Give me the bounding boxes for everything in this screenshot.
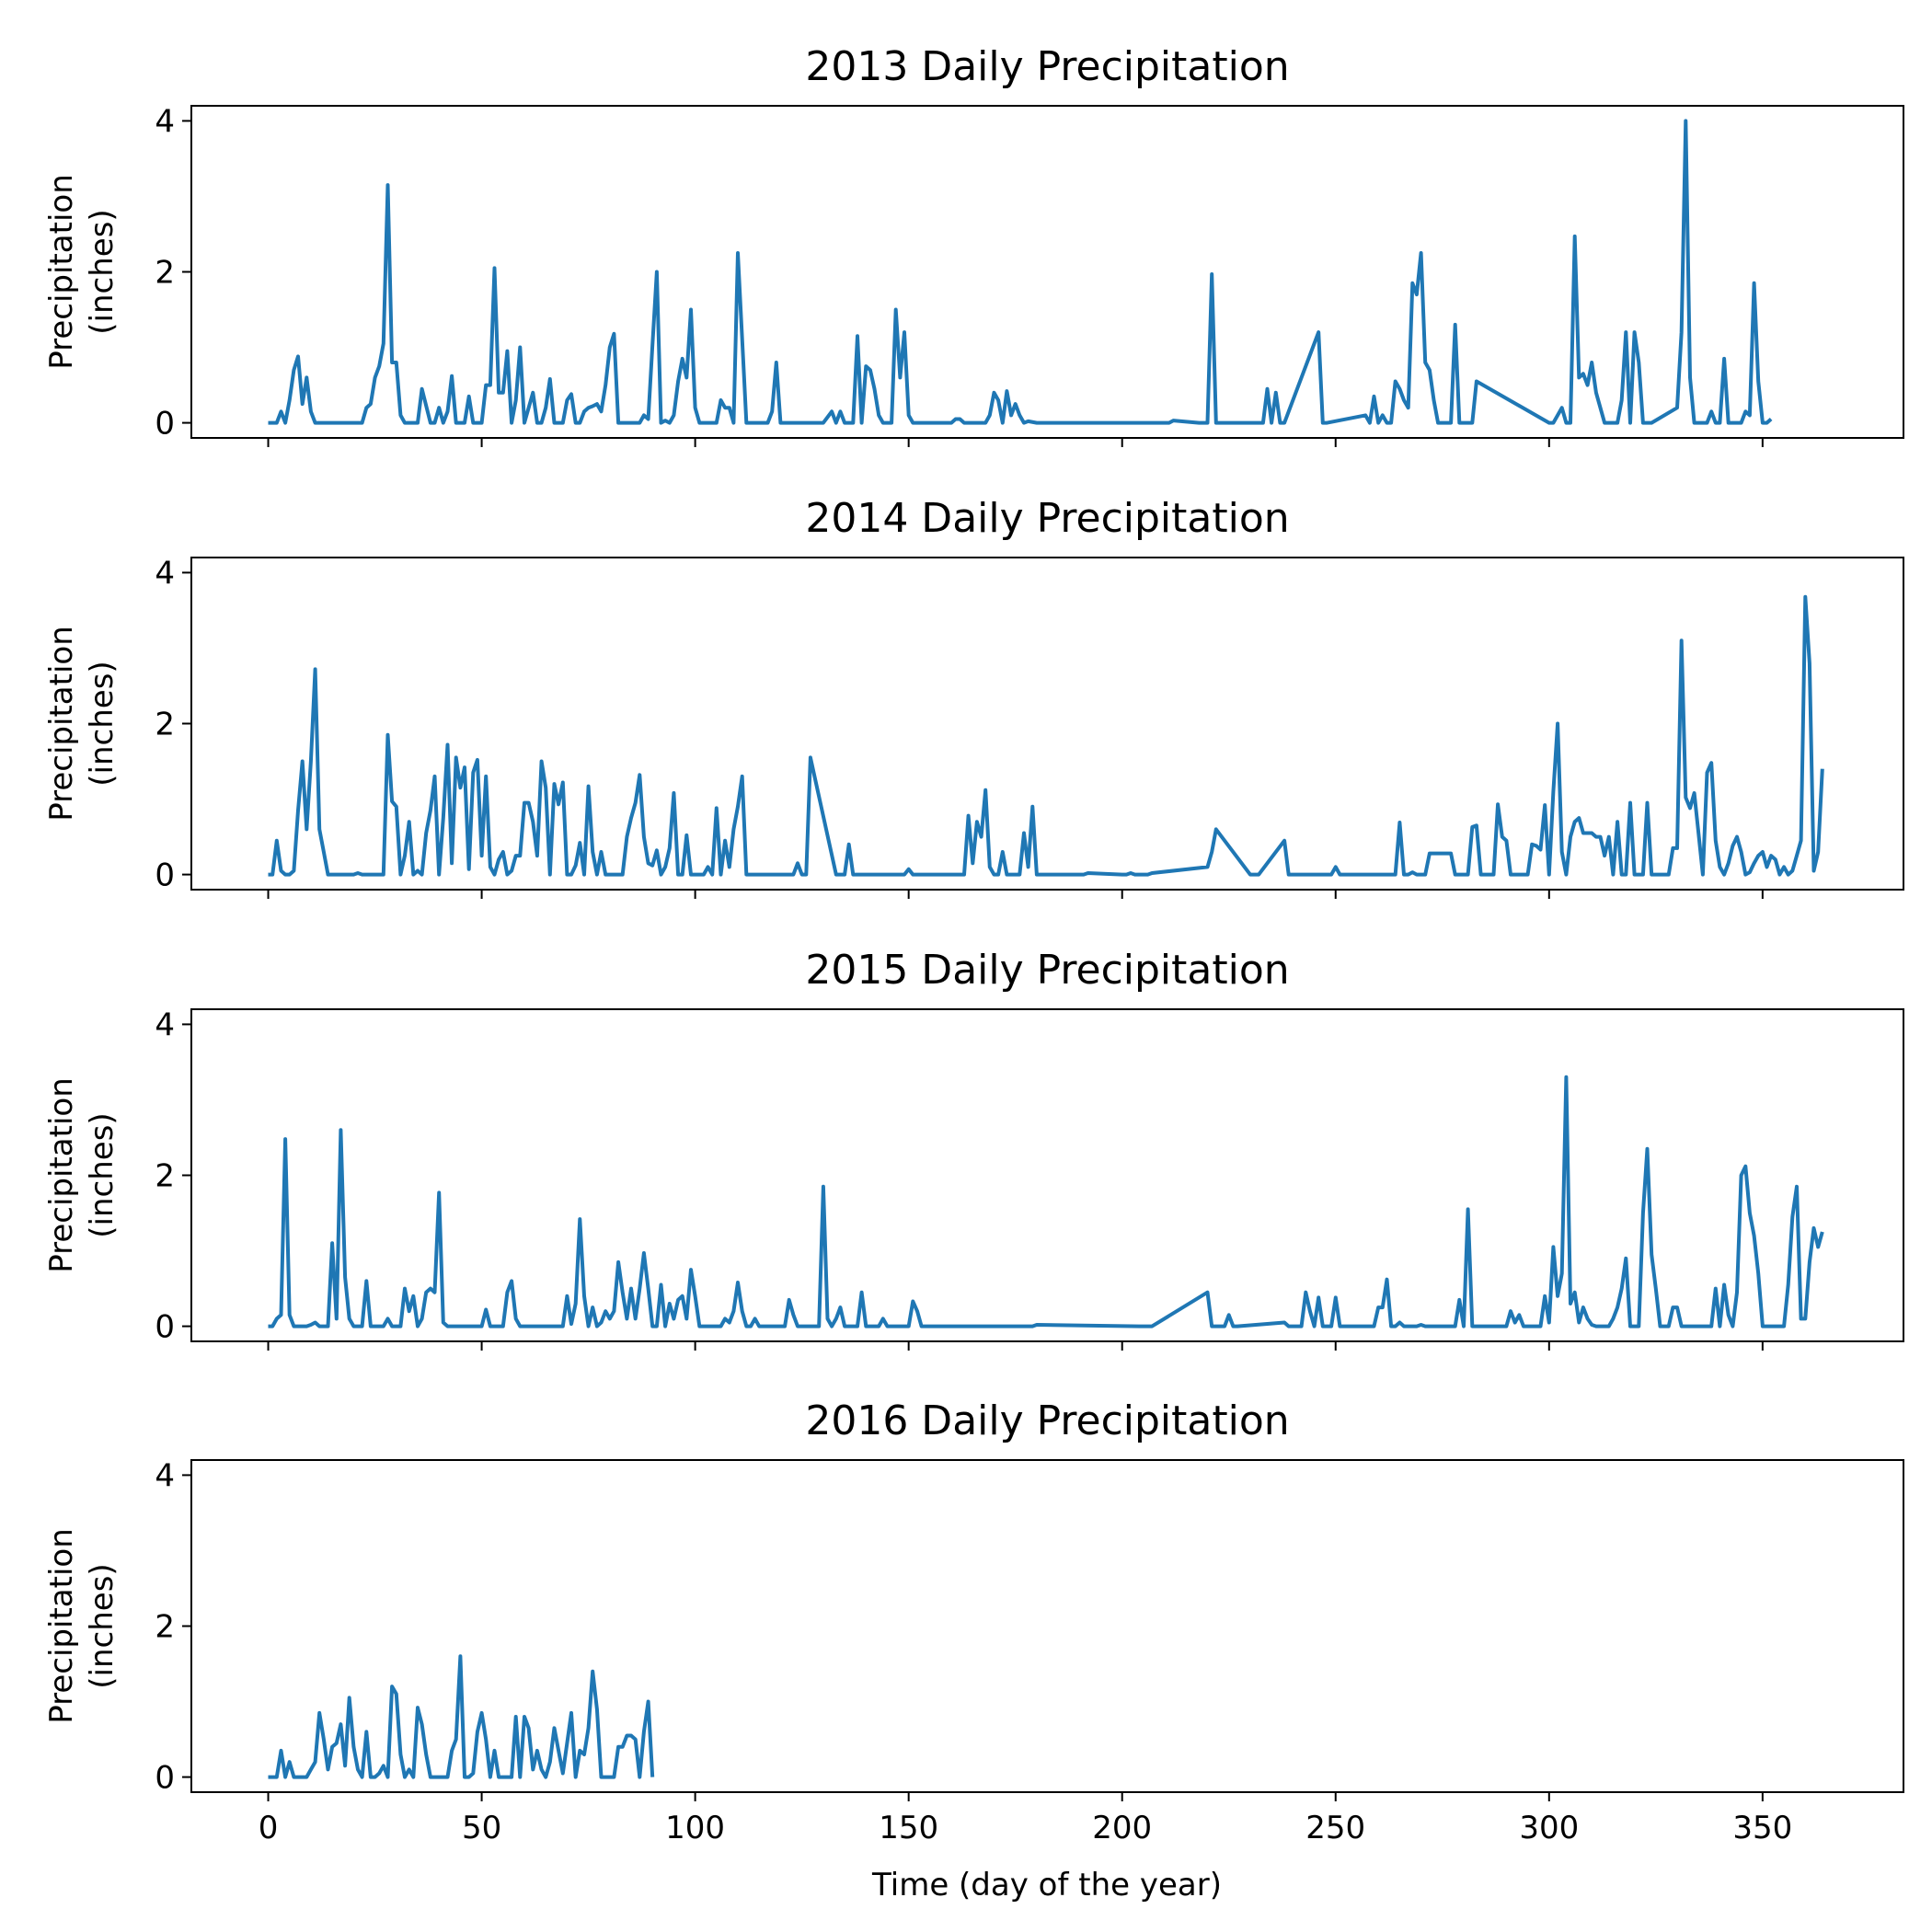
y-tick-label: 0 [155, 406, 175, 443]
y-tick-label: 4 [155, 555, 175, 592]
y-tick-label: 4 [155, 1006, 175, 1043]
x-tick-label: 100 [665, 1810, 725, 1846]
panel-1: 2014 Daily Precipitation Precipitation (in… [43, 495, 1904, 899]
x-tick-label: 300 [1519, 1810, 1579, 1846]
panel-2: 2015 Daily Precipitation Precipitation (in… [43, 947, 1904, 1351]
precipitation-line [268, 119, 1773, 425]
y-tick-label: 4 [155, 1457, 175, 1494]
x-tick-label: 50 [462, 1810, 501, 1846]
x-tick-label: 200 [1092, 1810, 1152, 1846]
panel-3: 2016 Daily Precipitation Precipitation (in… [43, 1397, 1904, 1846]
y-tick-label: 2 [155, 255, 175, 292]
y-tick-label: 2 [155, 1609, 175, 1646]
y-axis-label-line: (inches) [84, 209, 121, 334]
panel-title: 2013 Daily Precipitation [805, 43, 1289, 90]
y-axis-label: Precipitation (inches) [43, 174, 121, 370]
x-axis-label: Time (day of the year) [871, 1867, 1222, 1903]
panel-0: 2013 Daily Precipitation Precipitation (in… [43, 43, 1904, 447]
y-axis-label-line: Precipitation [43, 626, 80, 822]
y-axis-label-line: (inches) [84, 1563, 121, 1688]
panel-title: 2015 Daily Precipitation [805, 947, 1289, 994]
y-tick-label: 2 [155, 707, 175, 743]
plot-frame [190, 1008, 1904, 1342]
x-tick-label: 350 [1732, 1810, 1792, 1846]
x-tick-label: 0 [259, 1810, 279, 1846]
panel-title: 2014 Daily Precipitation [805, 495, 1289, 542]
plot-frame [190, 557, 1904, 891]
x-tick-label: 150 [879, 1810, 938, 1846]
y-axis-label-line: Precipitation [43, 174, 80, 370]
y-axis-label-line: (inches) [84, 661, 121, 786]
y-axis-label: Precipitation (inches) [43, 626, 121, 822]
y-tick-label: 4 [155, 103, 175, 140]
precipitation-line [268, 1075, 1824, 1328]
precipitation-line [268, 1654, 655, 1779]
y-axis-label-line: Precipitation [43, 1528, 80, 1724]
panel-title: 2016 Daily Precipitation [805, 1397, 1289, 1444]
y-axis-label-line: (inches) [84, 1112, 121, 1237]
y-tick-label: 0 [155, 1760, 175, 1797]
plot-frame [190, 1459, 1904, 1793]
x-tick-label: 250 [1305, 1810, 1365, 1846]
y-axis-label: Precipitation (inches) [43, 1528, 121, 1724]
y-tick-label: 0 [155, 857, 175, 894]
plot-frame [190, 105, 1904, 439]
y-axis-label: Precipitation (inches) [43, 1077, 121, 1273]
y-tick-label: 0 [155, 1309, 175, 1346]
y-tick-label: 2 [155, 1158, 175, 1195]
precipitation-line [268, 594, 1824, 877]
y-axis-label-line: Precipitation [43, 1077, 80, 1273]
